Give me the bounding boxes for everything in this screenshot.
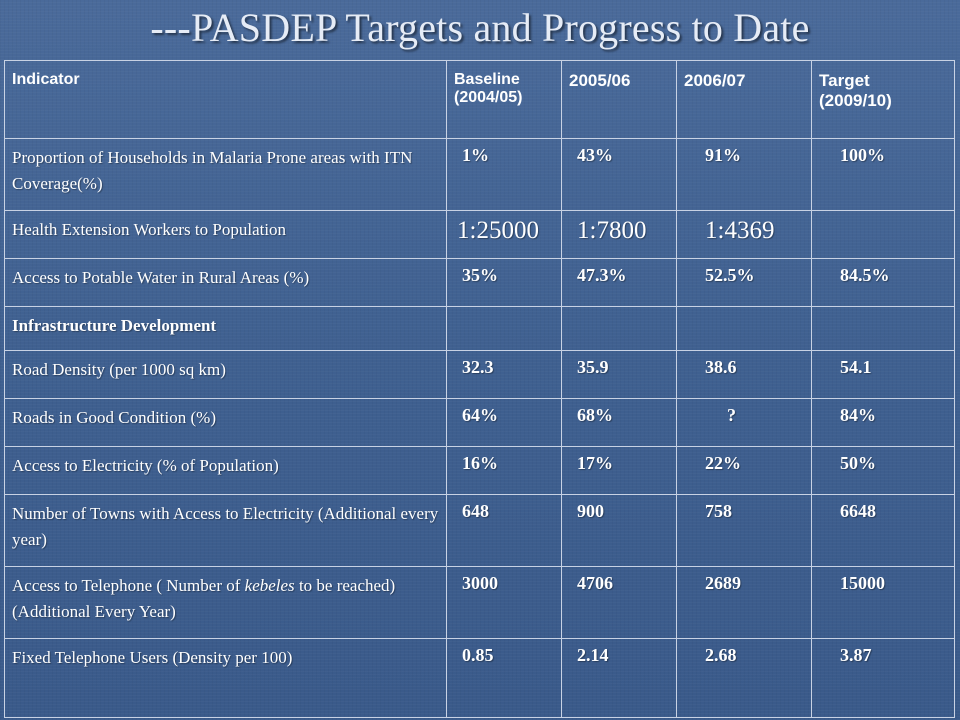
table-row: Proportion of Households in Malaria Pron… [4, 138, 955, 211]
table-row: Health Extension Workers to Population 1… [4, 210, 955, 259]
y2006-cell: 22% [676, 446, 812, 495]
target-cell: 3.87 [811, 638, 955, 718]
header-indicator: Indicator [4, 60, 447, 139]
header-baseline-line1: Baseline [454, 71, 520, 88]
y2005-cell: 900 [561, 494, 677, 567]
table-row: Roads in Good Condition (%) 64% 68% ? 84… [4, 398, 955, 447]
indicator-cell: Access to Electricity (% of Population) [4, 446, 447, 495]
y2006-cell: 38.6 [676, 350, 812, 399]
baseline-cell: 1:25000 [446, 210, 562, 259]
header-row: Indicator Baseline (2004/05) 2005/06 2006… [4, 60, 955, 139]
indicator-cell: Access to Telephone ( Number of kebeles … [4, 566, 447, 639]
indicator-cell: Roads in Good Condition (%) [4, 398, 447, 447]
y2005-cell: 4706 [561, 566, 677, 639]
target-cell: 84% [811, 398, 955, 447]
section-heading-cell: Infrastructure Development [4, 306, 447, 351]
y2006-cell: 1:4369 [676, 210, 812, 259]
targets-table: Indicator Baseline (2004/05) 2005/06 2006… [4, 60, 955, 718]
target-cell [811, 306, 955, 351]
table-row: Road Density (per 1000 sq km) 32.3 35.9 … [4, 350, 955, 399]
y2005-cell [561, 306, 677, 351]
indicator-cell: Health Extension Workers to Population [4, 210, 447, 259]
baseline-cell: 35% [446, 258, 562, 307]
target-cell: 84.5% [811, 258, 955, 307]
target-cell: 50% [811, 446, 955, 495]
target-cell: 54.1 [811, 350, 955, 399]
target-cell: 15000 [811, 566, 955, 639]
indicator-text-pre: Access to Telephone ( Number of [12, 576, 245, 595]
baseline-cell: 3000 [446, 566, 562, 639]
indicator-cell: Access to Potable Water in Rural Areas (… [4, 258, 447, 307]
indicator-cell: Road Density (per 1000 sq km) [4, 350, 447, 399]
y2006-cell: 2.68 [676, 638, 812, 718]
baseline-cell: 64% [446, 398, 562, 447]
table-row: Number of Towns with Access to Electrici… [4, 494, 955, 567]
baseline-cell: 648 [446, 494, 562, 567]
y2005-cell: 1:7800 [561, 210, 677, 259]
y2005-cell: 43% [561, 138, 677, 211]
y2005-cell: 47.3% [561, 258, 677, 307]
header-baseline-line2: (2004/05) [454, 89, 523, 106]
y2005-cell: 2.14 [561, 638, 677, 718]
header-baseline: Baseline (2004/05) [446, 60, 562, 139]
target-cell: 6648 [811, 494, 955, 567]
y2006-cell: ? [676, 398, 812, 447]
page-title: ---PASDEP Targets and Progress to Date [150, 5, 810, 50]
header-2005-06: 2005/06 [561, 60, 677, 139]
y2006-cell: 758 [676, 494, 812, 567]
y2006-cell: 52.5% [676, 258, 812, 307]
header-target-line1: Target [819, 71, 870, 90]
header-target-line2: (2009/10) [819, 91, 892, 110]
baseline-cell [446, 306, 562, 351]
baseline-cell: 16% [446, 446, 562, 495]
header-target: Target (2009/10) [811, 60, 955, 139]
y2005-cell: 35.9 [561, 350, 677, 399]
y2006-cell [676, 306, 812, 351]
baseline-cell: 0.85 [446, 638, 562, 718]
y2005-cell: 17% [561, 446, 677, 495]
indicator-text-post: to be reached) (Additional Every Year) [12, 576, 396, 621]
indicator-text-em: kebeles [244, 576, 295, 595]
y2006-cell: 2689 [676, 566, 812, 639]
y2005-cell: 68% [561, 398, 677, 447]
header-2006-07: 2006/07 [676, 60, 812, 139]
indicator-cell: Fixed Telephone Users (Density per 100) [4, 638, 447, 718]
table-row: Access to Telephone ( Number of kebeles … [4, 566, 955, 639]
indicator-cell: Proportion of Households in Malaria Pron… [4, 138, 447, 211]
table-row: Infrastructure Development [4, 306, 955, 351]
target-cell [811, 210, 955, 259]
table-row: Access to Potable Water in Rural Areas (… [4, 258, 955, 307]
baseline-cell: 32.3 [446, 350, 562, 399]
y2006-cell: 91% [676, 138, 812, 211]
table-row: Access to Electricity (% of Population) … [4, 446, 955, 495]
target-cell: 100% [811, 138, 955, 211]
indicator-cell: Number of Towns with Access to Electrici… [4, 494, 447, 567]
baseline-cell: 1% [446, 138, 562, 211]
table-row: Fixed Telephone Users (Density per 100) … [4, 638, 955, 718]
